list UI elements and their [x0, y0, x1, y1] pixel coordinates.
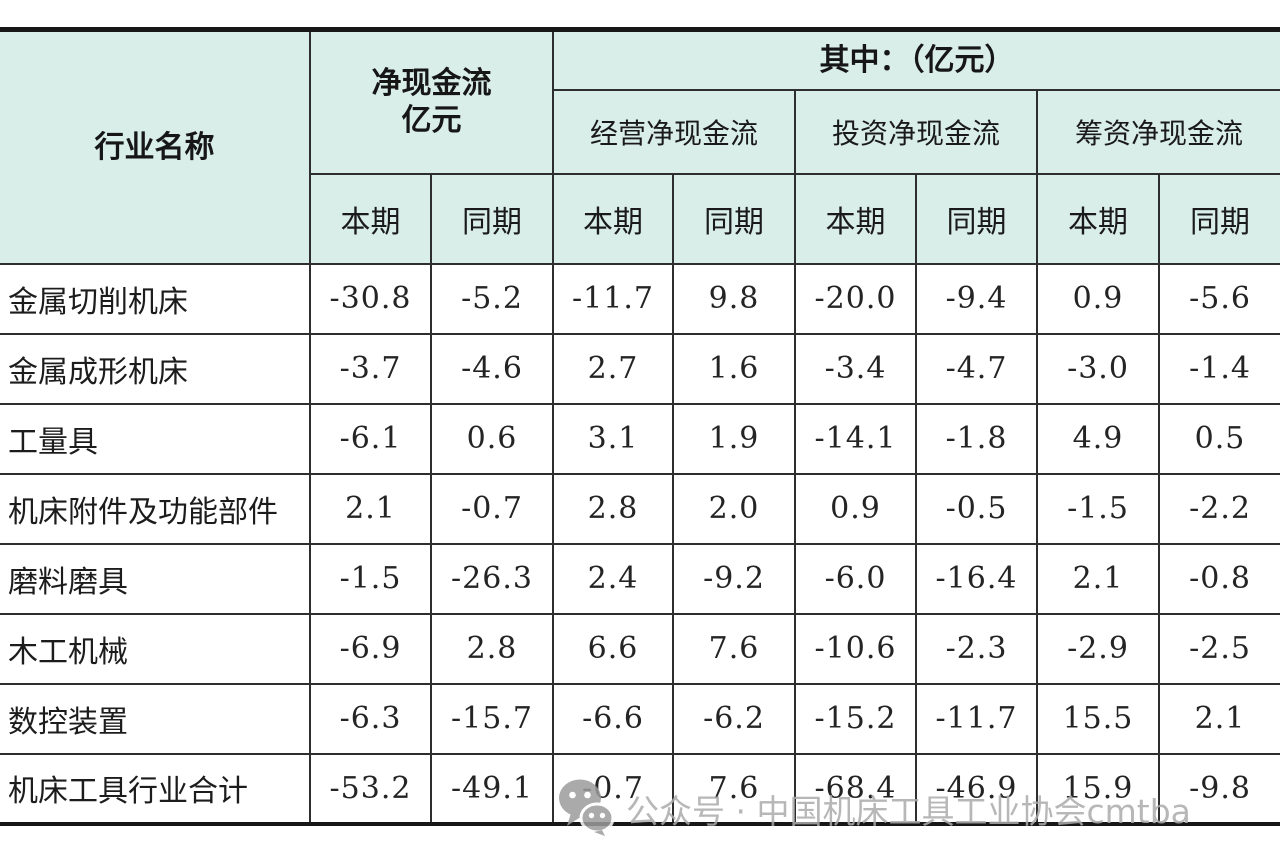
- cell: 4.9: [1036, 402, 1160, 475]
- cell: -5.6: [1157, 262, 1280, 335]
- table-row: 工量具 -6.1 0.6 3.1 1.9 -14.1 -1.8 4.9 0.5: [0, 402, 1280, 475]
- header-period-current: 本期: [552, 172, 674, 265]
- header-operating-net-cash-flow: 经营净现金流: [553, 88, 796, 175]
- cell: 2.1: [1157, 682, 1280, 755]
- header-period-prior: 同期: [672, 172, 796, 265]
- cell: 0.9: [794, 472, 917, 545]
- cell: 2.1: [1036, 542, 1160, 615]
- cell: 2.8: [552, 472, 674, 545]
- cell: 2.4: [552, 542, 674, 615]
- row-label: 金属切削机床: [0, 262, 311, 335]
- cell: -5.2: [430, 262, 554, 335]
- cell: -9.4: [915, 262, 1038, 335]
- row-label: 金属成形机床: [0, 332, 311, 405]
- cell: -1.8: [915, 402, 1038, 475]
- cell: -20.0: [794, 262, 917, 335]
- cell: 2.8: [430, 612, 554, 685]
- cell: -2.3: [915, 612, 1038, 685]
- cell: -68.4: [794, 752, 917, 825]
- cell: 2.7: [552, 332, 674, 405]
- cell: -6.1: [309, 402, 432, 475]
- header-period-current: 本期: [310, 172, 432, 265]
- watermark: 公众号 · 中国机床工具工业协会cmtba: [558, 778, 1191, 840]
- cell: -0.8: [1157, 542, 1280, 615]
- cell: -46.9: [915, 752, 1038, 825]
- header-net-cash-flow: 净现金流 亿元: [309, 28, 554, 175]
- header-period-prior: 同期: [1157, 172, 1280, 265]
- cell: -6.0: [794, 542, 917, 615]
- cell: 2.0: [672, 472, 796, 545]
- cell: -2.9: [1036, 612, 1160, 685]
- cell: -6.3: [309, 682, 432, 755]
- cell: 15.5: [1036, 682, 1160, 755]
- cell: -10.6: [794, 612, 917, 685]
- table-row: 金属切削机床 -30.8 -5.2 -11.7 9.8 -20.0 -9.4 0…: [0, 262, 1280, 335]
- cell: -1.4: [1157, 332, 1280, 405]
- cell: -3.0: [1036, 332, 1160, 405]
- row-label: 机床工具行业合计: [0, 752, 311, 825]
- cell: -11.7: [915, 682, 1038, 755]
- cell: -1.5: [309, 542, 432, 615]
- cell: 0.9: [1036, 262, 1160, 335]
- cell: -0.5: [915, 472, 1038, 545]
- cell: -11.7: [552, 262, 674, 335]
- cell: 7.6: [672, 612, 796, 685]
- cell: 6.6: [552, 612, 674, 685]
- header-industry-name: 行业名称: [0, 28, 311, 265]
- cell: -53.2: [309, 752, 432, 825]
- cell: -6.2: [672, 682, 796, 755]
- table-row: 金属成形机床 -3.7 -4.6 2.7 1.6 -3.4 -4.7 -3.0 …: [0, 332, 1280, 405]
- cell: 7.6: [672, 752, 796, 825]
- cell: 0.6: [430, 402, 554, 475]
- cell: 0.5: [1157, 402, 1280, 475]
- table-row: 数控装置 -6.3 -15.7 -6.6 -6.2 -15.2 -11.7 15…: [0, 682, 1280, 755]
- header-period-prior: 同期: [915, 172, 1038, 265]
- header-investment-net-cash-flow: 投资净现金流: [794, 88, 1038, 175]
- cell: 15.9: [1036, 752, 1160, 825]
- row-label: 磨料磨具: [0, 542, 311, 615]
- row-label: 数控装置: [0, 682, 311, 755]
- table-row: 机床工具行业合计 -53.2 -49.1 -0.7 7.6 -68.4 -46.…: [0, 752, 1280, 825]
- cell: -4.6: [430, 332, 554, 405]
- cell: -0.7: [430, 472, 554, 545]
- cell: -49.1: [430, 752, 554, 825]
- cell: -3.4: [794, 332, 917, 405]
- cell: 9.8: [672, 262, 796, 335]
- cell: -2.5: [1157, 612, 1280, 685]
- header-among-which: 其中：（亿元）: [551, 28, 1280, 91]
- table-row: 磨料磨具 -1.5 -26.3 2.4 -9.2 -6.0 -16.4 2.1 …: [0, 542, 1280, 615]
- cell: -9.8: [1157, 752, 1280, 825]
- row-label: 机床附件及功能部件: [0, 472, 311, 545]
- cell: 1.6: [672, 332, 796, 405]
- cell: -4.7: [915, 332, 1038, 405]
- header-period-prior: 同期: [430, 172, 554, 265]
- table-row: 木工机械 -6.9 2.8 6.6 7.6 -10.6 -2.3 -2.9 -2…: [0, 612, 1280, 685]
- header-net-cash-flow-line2: 亿元: [401, 103, 462, 139]
- cell: -1.5: [1036, 472, 1160, 545]
- cell: -15.7: [430, 682, 554, 755]
- header-net-cash-flow-line1: 净现金流: [371, 65, 492, 101]
- cell: 1.9: [672, 402, 796, 475]
- cell: 3.1: [552, 402, 674, 475]
- header-period-current: 本期: [794, 172, 917, 265]
- cell: -6.6: [552, 682, 674, 755]
- cell: -14.1: [794, 402, 917, 475]
- watermark-text: 公众号 · 中国机床工具工业协会cmtba: [626, 792, 1191, 831]
- cell: -15.2: [794, 682, 917, 755]
- cell: 2.1: [309, 472, 432, 545]
- cell: -30.8: [309, 262, 432, 335]
- cell: -2.2: [1157, 472, 1280, 545]
- cell: -9.2: [672, 542, 796, 615]
- cell: -6.9: [309, 612, 432, 685]
- cell: -26.3: [430, 542, 554, 615]
- row-label: 工量具: [0, 402, 311, 475]
- header-period-current: 本期: [1036, 172, 1160, 265]
- wechat-icon: [558, 778, 615, 840]
- table-row: 机床附件及功能部件 2.1 -0.7 2.8 2.0 0.9 -0.5 -1.5…: [0, 472, 1280, 545]
- cell: -3.7: [309, 332, 432, 405]
- cell: -16.4: [915, 542, 1038, 615]
- cash-flow-table: 行业名称 净现金流 亿元 其中：（亿元） 经营净现金流 投资净现金流 筹资净现金…: [0, 27, 1280, 826]
- header-financing-net-cash-flow: 筹资净现金流: [1035, 88, 1280, 175]
- row-label: 木工机械: [0, 612, 311, 685]
